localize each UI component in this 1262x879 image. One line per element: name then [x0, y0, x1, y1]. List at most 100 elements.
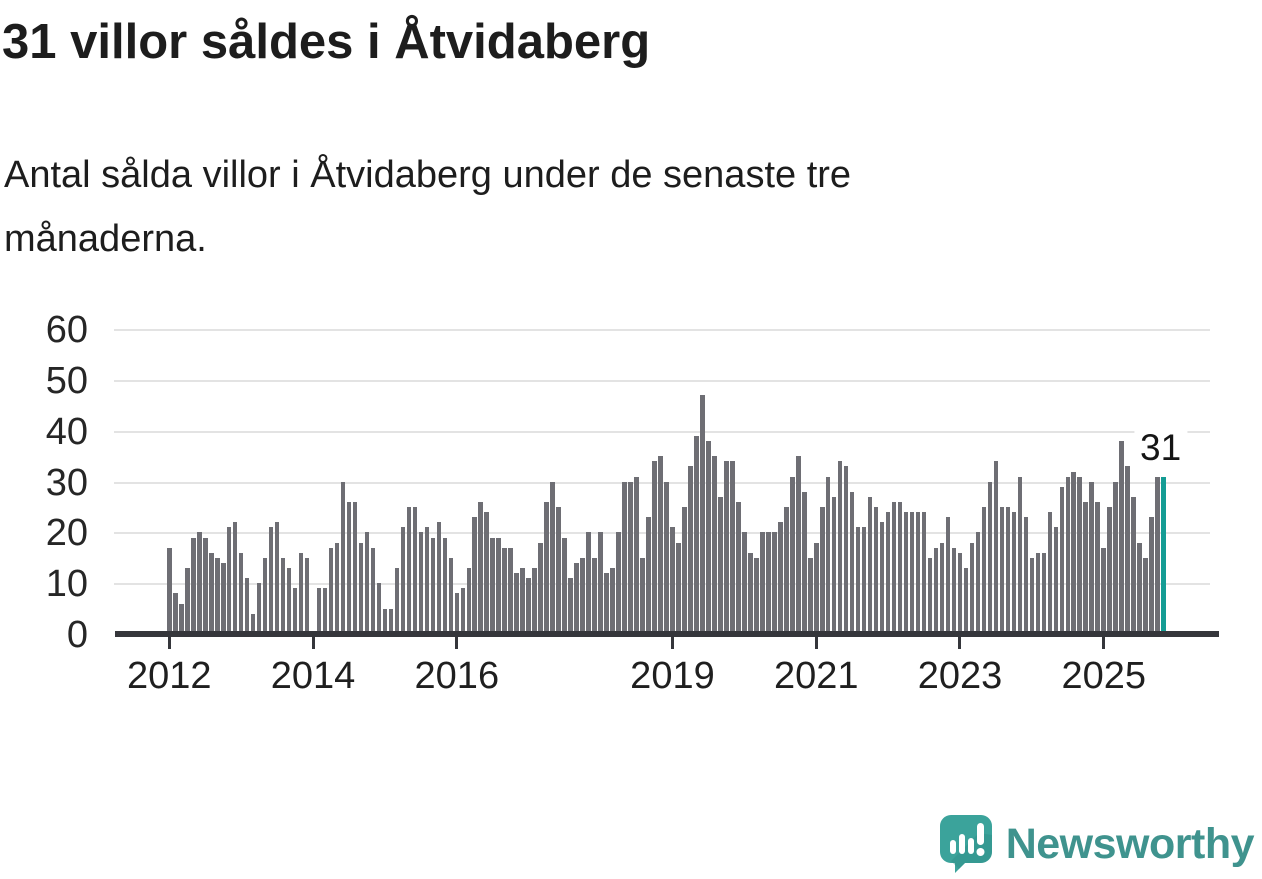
bar: [1005, 507, 1011, 634]
bar: [190, 537, 196, 634]
bar: [652, 461, 657, 634]
x-axis-label: 2021: [773, 655, 859, 697]
bar: [1089, 481, 1095, 634]
y-axis-label: 50: [45, 360, 88, 403]
bar: [544, 501, 549, 634]
bar: [586, 532, 591, 634]
gridline-y-40: [114, 430, 1210, 433]
x-tick-2023: [958, 637, 962, 649]
y-axis-label: 40: [45, 410, 88, 453]
bar: [382, 608, 388, 634]
y-axis-label: 20: [45, 512, 88, 555]
x-axis-line: [115, 631, 1219, 637]
bar: [951, 547, 957, 634]
bar: [634, 476, 639, 634]
bar: [232, 522, 238, 634]
bar: [819, 507, 825, 634]
bar: [1143, 557, 1148, 634]
bar: [718, 496, 723, 634]
bar: [783, 507, 789, 634]
bar: [1095, 501, 1101, 634]
bar: [1131, 496, 1136, 634]
bar: [196, 532, 202, 634]
bar: [1077, 476, 1083, 634]
bar: [574, 562, 579, 634]
bar: [1011, 512, 1017, 634]
bar: [706, 441, 711, 634]
bar: [1023, 517, 1029, 634]
bar: [1065, 476, 1071, 634]
x-tick-2021: [814, 637, 818, 649]
x-axis-label: 2014: [270, 655, 356, 697]
x-tick-2025: [1102, 637, 1106, 649]
bar: [448, 557, 454, 634]
bar: [442, 537, 448, 634]
bar: [927, 557, 933, 634]
bar: [975, 532, 981, 634]
bar: [322, 588, 328, 634]
x-axis-label: 2012: [127, 655, 212, 697]
bar: [742, 532, 747, 634]
bar: [172, 593, 178, 634]
bar: [789, 476, 795, 634]
bar: [376, 583, 382, 634]
bar: [981, 507, 987, 634]
x-axis-label: 2023: [917, 655, 1003, 697]
bar: [724, 461, 729, 634]
bar: [520, 567, 525, 634]
bar: [592, 557, 597, 634]
x-axis-label: 2025: [1061, 655, 1147, 697]
bar: [831, 496, 837, 634]
bar: [628, 481, 633, 634]
bar: [214, 557, 220, 634]
bar: [274, 522, 280, 634]
bar: [208, 552, 214, 634]
bar: [220, 562, 226, 634]
bar: [604, 573, 609, 634]
gridline-y-60: [114, 329, 1210, 332]
highlight-bar: [1161, 476, 1166, 634]
bar: [406, 507, 412, 634]
bar: [1017, 476, 1023, 634]
bar: [921, 512, 927, 634]
bar: [730, 461, 735, 634]
x-tick-2016: [455, 637, 459, 649]
bar: [766, 532, 771, 634]
bar: [238, 552, 244, 634]
bar: [424, 527, 430, 634]
bar: [1101, 547, 1107, 634]
bar: [825, 476, 831, 634]
bar: [616, 532, 621, 634]
bar: [676, 542, 681, 634]
bar: [957, 552, 963, 634]
bar: [1059, 486, 1065, 634]
bar: [771, 532, 777, 634]
bar: [963, 567, 969, 634]
gridline-y-50: [114, 380, 1210, 383]
newsworthy-logo-icon: [939, 815, 992, 873]
bar: [340, 481, 346, 634]
bar: [268, 527, 274, 634]
bar: [849, 491, 855, 634]
x-axis-label: 2016: [414, 655, 500, 697]
bar: [178, 603, 184, 634]
bar: [885, 512, 891, 634]
bar: [1047, 512, 1053, 634]
bar: [688, 466, 693, 634]
bar: [969, 542, 975, 634]
y-axis-label: 30: [45, 461, 88, 504]
bar: [1035, 552, 1041, 634]
x-tick-2014: [311, 637, 315, 649]
bar: [748, 552, 753, 634]
bar: [184, 567, 190, 634]
bar: [1155, 476, 1160, 634]
bar: [640, 557, 645, 634]
bar: [891, 501, 897, 634]
bar: [999, 507, 1005, 634]
bar: [1137, 542, 1142, 634]
bar: [837, 461, 843, 634]
bar: [334, 542, 340, 634]
bar: [556, 507, 561, 634]
bar: [754, 557, 759, 634]
bar: [1041, 552, 1047, 634]
